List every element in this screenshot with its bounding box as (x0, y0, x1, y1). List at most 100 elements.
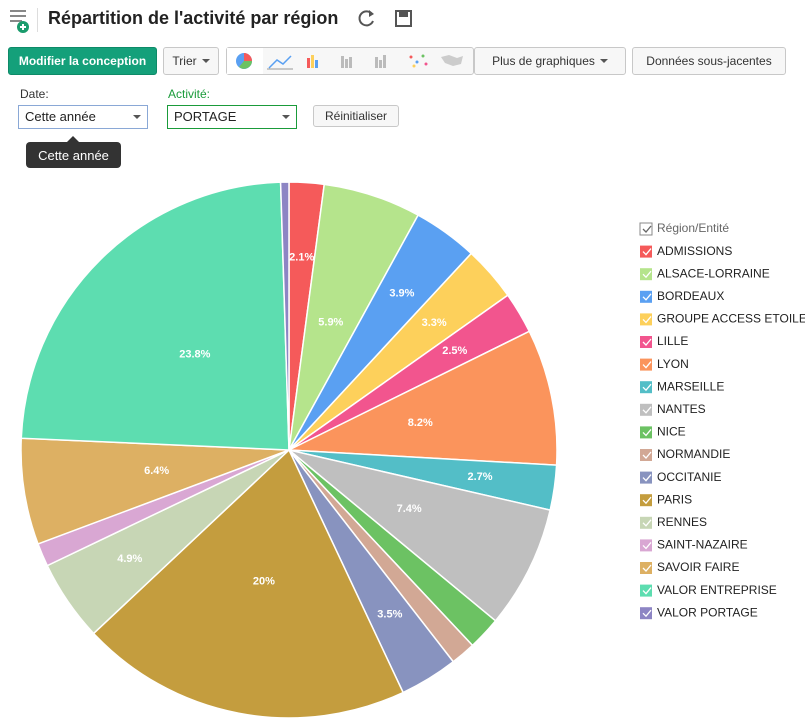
slice-label: 4.9% (117, 553, 142, 565)
legend-swatch (640, 245, 652, 258)
slice-label: 20% (253, 576, 275, 588)
chart-type-icons[interactable] (227, 48, 473, 74)
more-charts-label: Plus de graphiques (492, 54, 595, 68)
legend-swatch (640, 607, 652, 620)
slice-label: 2.1% (289, 251, 314, 263)
legend-label: OCCITANIE (657, 470, 721, 484)
divider (37, 8, 38, 32)
pie-slice (288, 449, 552, 622)
legend-label: VALOR PORTAGE (657, 605, 758, 619)
slice-label: 5.9% (318, 317, 343, 329)
slice-label: 7.4% (397, 503, 422, 515)
sort-label: Trier (172, 54, 197, 68)
legend-label: GROUPE ACCESS ETOILE (657, 312, 805, 326)
pie-slice (288, 294, 531, 451)
legend-check (642, 428, 652, 437)
pie-slice (20, 181, 290, 451)
pie-slice (288, 449, 497, 647)
pie-slice (46, 449, 290, 635)
activity-label: Activité: (168, 87, 211, 101)
legend-swatch (640, 268, 652, 281)
legend-check (642, 361, 652, 369)
legend-label: NICE (657, 425, 686, 439)
legend-check (642, 609, 652, 618)
pie-slice (288, 214, 473, 451)
pie-slice (20, 437, 290, 545)
menu-icon[interactable] (8, 6, 34, 34)
slice-label: 23.8% (179, 349, 210, 361)
legend-swatch (640, 290, 652, 303)
legend-label: SAVOIR FAIRE (657, 560, 739, 574)
legend-swatch (640, 313, 652, 326)
activity-select[interactable]: PORTAGE (167, 105, 297, 129)
legend-check (642, 293, 652, 301)
legend-swatch (640, 426, 652, 439)
legend-label: SAINT-NAZAIRE (657, 538, 748, 552)
legend-check (642, 587, 652, 595)
legend-swatch (640, 494, 652, 507)
pie-slice (288, 183, 420, 451)
legend-title-check (642, 225, 652, 233)
tooltip: Cette année (26, 142, 121, 168)
legend-check (642, 451, 652, 459)
title-icons[interactable] (356, 8, 416, 30)
date-label: Date: (20, 87, 49, 101)
legend-swatch (640, 471, 652, 484)
pie-slice (288, 449, 455, 694)
page-title: Répartition de l'activité par région (48, 8, 339, 28)
legend-swatch (640, 562, 652, 574)
slice-label: 8.2% (408, 417, 433, 429)
date-select[interactable]: Cette année (18, 105, 148, 129)
pie-slice (288, 449, 474, 663)
legend-label: VALOR ENTREPRISE (657, 583, 777, 597)
legend-check (642, 270, 652, 279)
legend-label: PARIS (657, 492, 692, 506)
legend-check (642, 406, 652, 414)
legend-label: NANTES (657, 402, 706, 416)
legend-title: Région/Entité (657, 221, 729, 235)
slice-label: 6.4% (144, 465, 169, 477)
legend-label: NORMANDIE (657, 447, 730, 461)
slice-label: 2.5% (442, 345, 467, 357)
sort-button[interactable]: Trier (163, 47, 219, 75)
legend-check (642, 383, 652, 392)
slice-label: 3.5% (377, 608, 402, 620)
legend-swatch (640, 381, 652, 394)
legend-label: BORDEAUX (657, 289, 724, 303)
tooltip-arrow (67, 136, 79, 142)
legend-swatch (640, 336, 652, 348)
legend-swatch (640, 403, 652, 416)
pie-slice (286, 330, 558, 466)
more-charts-button[interactable]: Plus de graphiques (474, 47, 626, 75)
chart-types[interactable] (226, 47, 474, 75)
legend-check (642, 519, 652, 527)
pie-slice (92, 448, 405, 719)
legend-check (642, 564, 652, 572)
edit-button[interactable]: Modifier la conception (8, 47, 157, 75)
legend-swatch (640, 539, 652, 552)
legend-check (642, 248, 652, 256)
pie-slice (288, 252, 509, 451)
underlying-data-button[interactable]: Données sous-jacentes (632, 47, 786, 75)
legend-check (642, 315, 652, 324)
slice-label: 3.3% (422, 317, 447, 329)
legend-label: LYON (657, 357, 689, 371)
pie-slice (288, 449, 558, 512)
pie-slice (288, 181, 326, 451)
legend-label: ADMISSIONS (657, 244, 732, 258)
date-value: Cette année (25, 109, 96, 124)
legend-check (642, 338, 652, 346)
legend-swatch (640, 584, 652, 597)
legend-check (642, 496, 652, 505)
legend-label: LILLE (657, 334, 688, 348)
legend-label: RENNES (657, 515, 707, 529)
reset-button[interactable]: Réinitialiser (313, 105, 399, 127)
slice-label: 3.9% (389, 287, 414, 299)
legend-title-box (639, 222, 653, 236)
legend-swatch (640, 358, 652, 371)
pie-slice (37, 449, 290, 567)
legend-check (642, 541, 652, 550)
pie-slice (279, 181, 290, 451)
activity-value: PORTAGE (174, 109, 237, 124)
